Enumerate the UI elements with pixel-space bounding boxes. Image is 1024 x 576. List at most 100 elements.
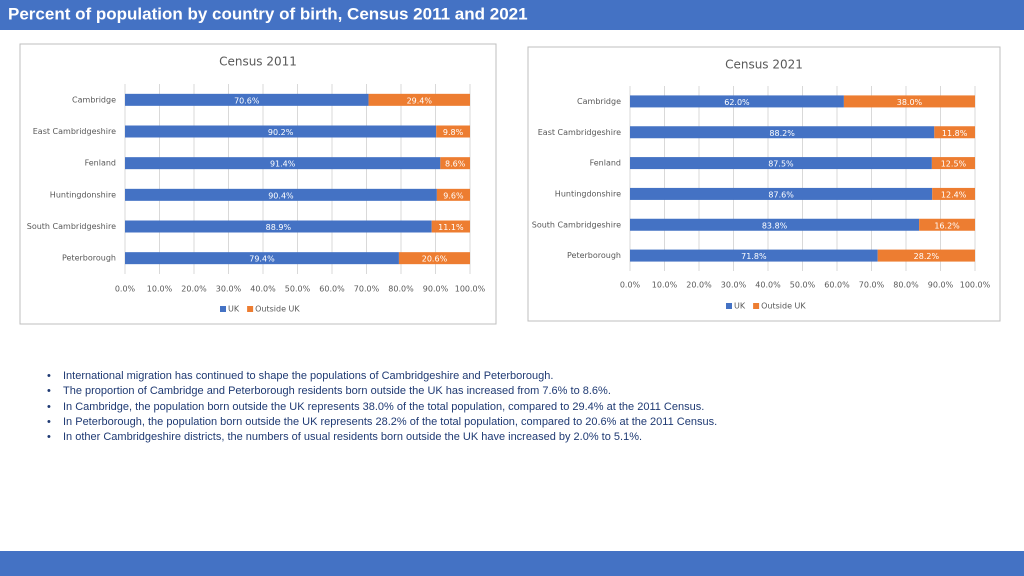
bar-segment: [431, 220, 470, 233]
header-bar: [0, 0, 1024, 30]
x-tick-label: 80.0%: [893, 281, 919, 290]
bar-segment: [440, 157, 470, 170]
legend-swatch: [247, 306, 254, 312]
y-tick-label: Fenland: [85, 159, 116, 168]
bullet-item: In Peterborough, the population born out…: [44, 415, 1004, 431]
legend-swatch: [726, 303, 732, 309]
footer-bar: [0, 551, 1024, 576]
x-tick-label: 100.0%: [455, 285, 486, 294]
data-label: 28.2%: [914, 252, 940, 261]
y-tick-label: East Cambridgeshire: [538, 128, 621, 137]
bullet-list: International migration has continued to…: [44, 369, 1004, 446]
x-tick-label: 20.0%: [181, 285, 207, 294]
x-tick-label: 40.0%: [250, 285, 276, 294]
x-tick-label: 50.0%: [285, 285, 311, 294]
bullet-item: In Cambridge, the population born outsid…: [44, 400, 1004, 416]
bar-segment: [630, 249, 878, 262]
bullet-item: The proportion of Cambridge and Peterbor…: [44, 384, 1004, 400]
bar-segment: [368, 93, 470, 106]
data-label: 87.5%: [768, 160, 794, 169]
bar-segment: [398, 252, 470, 265]
bullet-item: In other Cambridgeshire districts, the n…: [44, 430, 1004, 446]
data-label: 88.9%: [266, 223, 292, 232]
bar-segment: [125, 252, 399, 265]
y-tick-label: South Cambridgeshire: [532, 220, 621, 229]
x-tick-label: 80.0%: [388, 285, 414, 294]
bar-segment: [125, 220, 432, 233]
x-tick-label: 40.0%: [755, 281, 781, 290]
bar-segment: [436, 125, 470, 138]
bar-segment: [436, 188, 470, 201]
bar-segment: [877, 249, 975, 262]
data-label: 29.4%: [407, 96, 433, 105]
bar-segment: [630, 95, 844, 108]
bar-segment: [125, 93, 369, 106]
x-tick-label: 50.0%: [790, 281, 816, 290]
y-tick-label: Peterborough: [567, 251, 621, 260]
chart-title: Census 2011: [219, 55, 297, 69]
data-label: 91.4%: [270, 160, 296, 169]
data-label: 8.6%: [445, 160, 466, 169]
bar-segment: [843, 95, 975, 108]
legend-label: UK: [228, 305, 240, 314]
bar-segment: [934, 126, 975, 139]
data-label: 90.4%: [268, 191, 294, 200]
legend-label: Outside UK: [255, 305, 300, 314]
y-tick-label: East Cambridgeshire: [33, 127, 116, 136]
x-tick-label: 60.0%: [824, 281, 850, 290]
chart-frame: [19, 43, 497, 325]
x-tick-label: 60.0%: [319, 285, 345, 294]
x-tick-label: 0.0%: [620, 281, 641, 290]
x-tick-label: 100.0%: [960, 281, 991, 290]
data-label: 62.0%: [724, 98, 750, 107]
data-label: 88.2%: [769, 129, 795, 138]
legend-swatch: [753, 303, 760, 309]
bar-segment: [630, 157, 932, 170]
data-label: 9.6%: [443, 191, 464, 200]
bar-segment: [931, 157, 975, 170]
data-label: 83.8%: [762, 221, 788, 230]
data-label: 90.2%: [268, 128, 294, 137]
legend-label: Outside UK: [761, 302, 806, 311]
x-tick-label: 30.0%: [721, 281, 747, 290]
data-label: 9.8%: [443, 128, 464, 137]
y-tick-label: Cambridge: [72, 95, 116, 104]
bar-segment: [125, 188, 437, 201]
legend-swatch: [220, 306, 226, 312]
bullet-item: International migration has continued to…: [44, 369, 1004, 385]
data-label: 71.8%: [741, 252, 767, 261]
y-tick-label: South Cambridgeshire: [27, 222, 116, 231]
data-label: 16.2%: [934, 221, 960, 230]
y-tick-label: Peterborough: [62, 254, 116, 263]
data-label: 38.0%: [897, 98, 923, 107]
bar-segment: [932, 187, 975, 200]
slide-title: Percent of population by country of birt…: [8, 4, 528, 23]
x-tick-label: 70.0%: [859, 281, 885, 290]
data-label: 87.6%: [768, 190, 794, 199]
x-tick-label: 90.0%: [423, 285, 449, 294]
y-tick-label: Huntingdonshire: [50, 190, 116, 199]
bar-segment: [630, 187, 933, 200]
chart-title: Census 2021: [725, 58, 803, 72]
bar-segment: [630, 218, 920, 231]
data-label: 11.8%: [942, 129, 968, 138]
data-label: 12.5%: [941, 160, 967, 169]
data-label: 11.1%: [438, 223, 464, 232]
x-tick-label: 10.0%: [652, 281, 678, 290]
x-tick-label: 0.0%: [115, 285, 136, 294]
bar-segment: [630, 126, 935, 139]
data-label: 20.6%: [422, 255, 448, 264]
y-tick-label: Huntingdonshire: [555, 189, 621, 198]
y-tick-label: Fenland: [590, 159, 621, 168]
data-label: 70.6%: [234, 96, 260, 105]
data-label: 79.4%: [249, 255, 275, 264]
data-label: 12.4%: [941, 190, 967, 199]
bar-segment: [919, 218, 975, 231]
chart-frame: [527, 46, 1001, 322]
bar-segment: [125, 157, 441, 170]
x-tick-label: 20.0%: [686, 281, 712, 290]
y-tick-label: Cambridge: [577, 97, 621, 106]
legend-label: UK: [734, 302, 746, 311]
